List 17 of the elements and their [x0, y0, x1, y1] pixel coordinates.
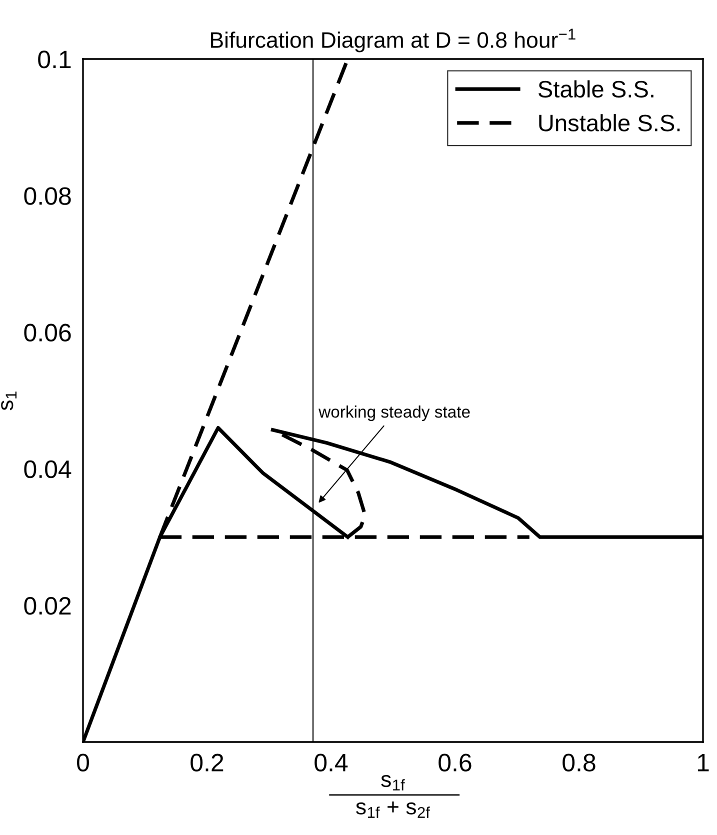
legend-label: Stable S.S. [538, 80, 654, 98]
y-tick-label: 0.04 [24, 460, 72, 478]
y-tick-label: 0.08 [24, 187, 71, 205]
chart-title: Bifurcation Diagram at D = 0.8 hour$^{−1}$ [211, 28, 576, 52]
x-tick-label: 0.6 [438, 754, 472, 772]
y-tick-label: 0.02 [24, 597, 71, 615]
x-tick-label: 0.4 [314, 754, 348, 772]
x-tick-label: 1 [698, 754, 709, 772]
y-axis-title: s$_{1}$ [1, 392, 17, 410]
y-tick-label: 0.06 [24, 324, 71, 342]
x-tick-label: 0.8 [562, 754, 596, 772]
legend-label: Unstable S.S. [539, 114, 680, 132]
y-tick-label: 0.1 [38, 50, 71, 68]
annotation: working steady state [318, 405, 470, 422]
x-tick-label: 0.2 [190, 754, 224, 772]
x-tick-label: 0 [77, 754, 89, 772]
text: s$_{1f}$ s$_{1f}$ + s$_{2f}$ [356, 774, 430, 818]
